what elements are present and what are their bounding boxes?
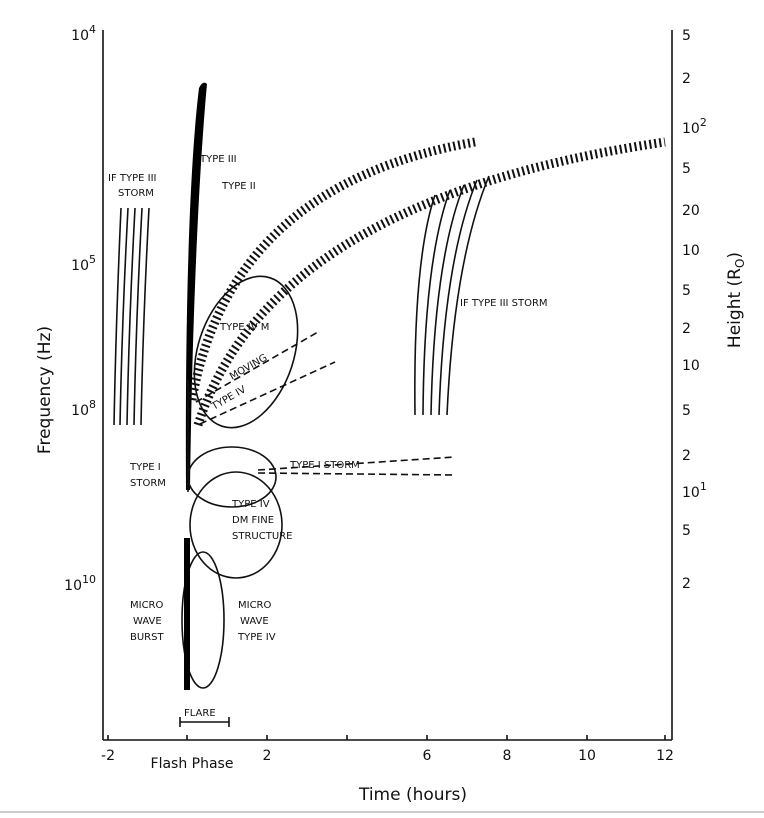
bursts [113, 82, 666, 727]
tick-label: 2 [682, 321, 691, 337]
tick-base: 5 [682, 28, 691, 44]
tick-base: 5 [682, 161, 691, 177]
label-sub: O [733, 259, 747, 268]
label-part: ) [725, 252, 745, 259]
label: BURST [130, 632, 164, 643]
label: MICRO [130, 600, 164, 611]
tick-label: 104 [71, 23, 96, 44]
tick-base: 10 [682, 358, 700, 374]
tick-label: 105 [71, 253, 96, 274]
label: TYPE I STORM [289, 460, 360, 471]
x-tick-label: 8 [503, 748, 512, 764]
x-tick-label: -2 [101, 748, 115, 764]
label: TYPE IV [231, 499, 270, 510]
label: MOVING [228, 352, 269, 382]
tick-label: 5 [682, 283, 691, 299]
labels: TYPE III TYPE II IF TYPE III STORM IF TY… [108, 154, 548, 719]
tick-label: 2 [682, 71, 691, 87]
tick-base: 2 [682, 71, 691, 87]
x-tick-label: 6 [423, 748, 432, 764]
storm-right [414, 175, 490, 416]
label: TYPE III [199, 154, 237, 165]
type-iv-dm [189, 471, 283, 579]
label: MICRO [238, 600, 272, 611]
tick-label: 5 [682, 28, 691, 44]
tick-base: 20 [682, 203, 700, 219]
x-ticks: -2 2 6 8 10 12 [101, 748, 674, 764]
type-iv-m [193, 275, 299, 429]
tick-label: 2 [682, 448, 691, 464]
tick-label: 2 [682, 576, 691, 592]
tick-exp: 2 [700, 116, 707, 129]
x-tick-label: 12 [656, 748, 674, 764]
label: STRUCTURE [232, 531, 292, 542]
tick-label: 5 [682, 523, 691, 539]
label: TYPE I [129, 462, 161, 473]
x-tick-label: 2 [263, 748, 272, 764]
tick-base: 5 [682, 523, 691, 539]
label: TYPE II [221, 181, 256, 192]
tick-label: 20 [682, 203, 700, 219]
label: TYPE IV [237, 632, 276, 643]
label: WAVE [240, 616, 269, 627]
label-part: Height (R [725, 268, 745, 348]
storm-left [113, 207, 150, 426]
flash-phase: Flash Phase [151, 756, 234, 772]
tick-label: 101 [682, 480, 707, 501]
x-tick-label: 10 [578, 748, 596, 764]
tick-base: 10 [682, 243, 700, 259]
y2-axis-label: Height (RO) [725, 252, 747, 348]
tick-label: 1010 [64, 573, 96, 594]
y-axis-label: Frequency (Hz) [35, 326, 55, 454]
moving-type-iv [195, 331, 456, 476]
label: IF TYPE III STORM [460, 298, 548, 309]
micro-wave-type-iv [181, 551, 225, 689]
tick-base: 2 [682, 321, 691, 337]
tick-exp: 4 [89, 23, 96, 36]
tick-base: 10 [682, 121, 700, 137]
tick-exp: 8 [89, 398, 96, 411]
type-iii-burst [185, 82, 207, 491]
tick-base: 10 [71, 28, 89, 44]
micro-wave-burst [184, 538, 190, 690]
label: IF TYPE III [108, 173, 156, 184]
label: FLARE [184, 708, 216, 719]
type-i-storm [187, 446, 277, 508]
tick-label: 10 [682, 358, 700, 374]
tick-exp: 10 [82, 573, 96, 586]
tick-label: 10 [682, 243, 700, 259]
tick-label: 108 [71, 398, 96, 419]
label: STORM [130, 478, 166, 489]
tick-label: 5 [682, 161, 691, 177]
tick-label: 102 [682, 116, 707, 137]
type-ii-band [193, 137, 666, 427]
label: WAVE [133, 616, 162, 627]
tick-base: 10 [71, 403, 89, 419]
tick-base: 10 [682, 485, 700, 501]
label: TYPE IV M [219, 322, 269, 333]
label: DM FINE [232, 515, 274, 526]
tick-exp: 5 [89, 253, 96, 266]
tick-base: 5 [682, 283, 691, 299]
x-axis-label: Time (hours) [358, 785, 467, 805]
tick-base: 5 [682, 403, 691, 419]
frame [0, 30, 764, 813]
tick-base: 2 [682, 448, 691, 464]
tick-base: 2 [682, 576, 691, 592]
tick-label: 5 [682, 403, 691, 419]
type-ii-band [187, 137, 476, 401]
tick-base: 10 [71, 258, 89, 274]
label: STORM [118, 188, 154, 199]
flare-bracket [179, 717, 230, 727]
tick-base: 10 [64, 578, 82, 594]
tick-exp: 1 [700, 480, 707, 493]
